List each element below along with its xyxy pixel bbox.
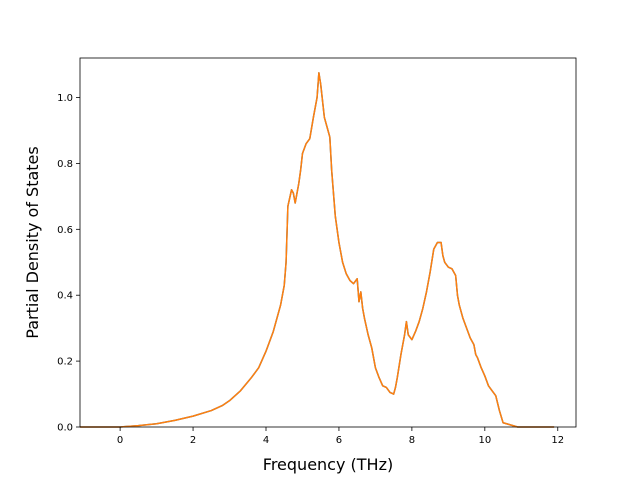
x-tick-label: 8 [409,435,415,446]
y-tick-label: 0.8 [57,159,73,170]
x-tick-label: 4 [263,435,269,446]
y-tick-label: 0.6 [57,225,73,236]
x-axis: 0 2 4 6 8 10 12 [117,427,564,446]
y-tick-label: 0.0 [57,423,73,434]
x-tick-label: 6 [336,435,342,446]
y-tick-label: 0.4 [57,291,73,302]
series-layer [80,72,555,428]
x-tick-label: 0 [117,435,123,446]
series-line-2 [80,72,555,428]
x-tick-label: 10 [478,435,491,446]
y-tick-label: 1.0 [57,93,73,104]
y-axis: 0.0 0.2 0.4 0.6 0.8 1.0 [57,93,80,434]
x-tick-label: 12 [551,435,564,446]
x-tick-label: 2 [190,435,196,446]
plot-area-frame [79,57,577,428]
x-axis-label: Frequency (THz) [263,455,393,474]
y-tick-label: 0.2 [57,357,73,368]
y-axis-label: Partial Density of States [23,146,42,338]
